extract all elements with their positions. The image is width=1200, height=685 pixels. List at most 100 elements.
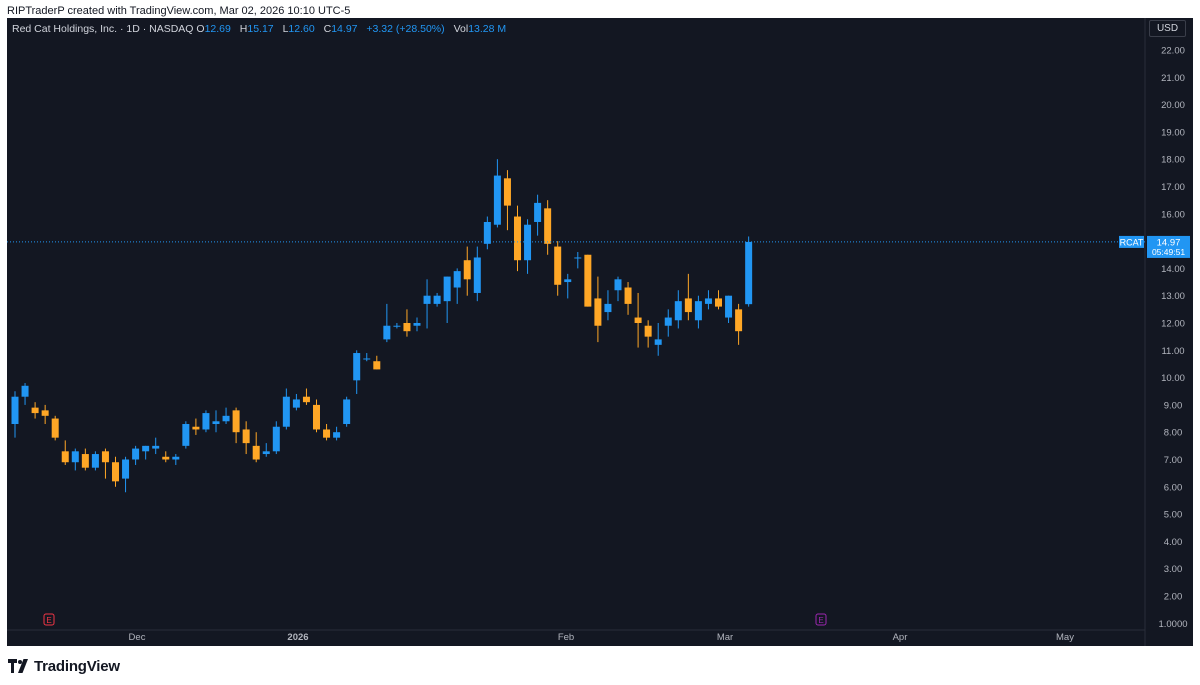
legend-open-value: 12.69 (204, 23, 231, 35)
tradingview-logo-text: TradingView (34, 657, 120, 675)
last-price-label: 14.97 (1157, 237, 1181, 248)
y-tick-label: 9.00 (1164, 400, 1183, 411)
tradingview-logo[interactable]: TradingView (8, 657, 120, 675)
bar-countdown: 05:49:51 (1152, 247, 1185, 257)
y-tick-label: 17.00 (1161, 182, 1185, 193)
last-price-label-bg (1147, 235, 1190, 258)
y-tick-label: 12.00 (1161, 319, 1185, 330)
y-tick-label: 14.00 (1161, 264, 1185, 275)
legend-low-label: L (282, 23, 289, 35)
y-tick-label: 19.00 (1161, 127, 1185, 138)
candle-body (453, 271, 461, 288)
legend-low-value: 12.60 (288, 23, 315, 35)
candle-body (745, 241, 753, 305)
earnings-marker (43, 613, 55, 626)
candle-body (222, 415, 230, 422)
x-tick-label: 2026 (287, 632, 308, 643)
y-tick-label: 2.00 (1164, 592, 1183, 603)
candle-body (152, 445, 160, 449)
candle-body (81, 454, 89, 468)
candle-body (333, 432, 341, 438)
candle-body (51, 418, 59, 438)
x-tick-label: Apr (893, 632, 908, 643)
candle-body (594, 298, 602, 326)
currency-selector[interactable]: USD (1149, 20, 1186, 37)
candle-body (242, 429, 250, 444)
x-tick-label: Feb (558, 632, 574, 643)
candle-body (694, 301, 702, 321)
candle-body (182, 424, 190, 446)
candle-body (302, 396, 310, 403)
x-tick-label: Dec (129, 632, 146, 643)
candle-body (574, 257, 582, 259)
earnings-marker-label: E (46, 616, 51, 625)
y-tick-label: 5.00 (1164, 510, 1183, 521)
y-tick-label: 1.0000 (1158, 619, 1187, 630)
candlestick-chart[interactable]: 22.0021.0020.0019.0018.0017.0016.0015.00… (7, 18, 1193, 646)
y-tick-label: 3.00 (1164, 564, 1183, 575)
candle-body (91, 454, 99, 468)
y-tick-label: 18.00 (1161, 155, 1185, 166)
candle-body (373, 361, 381, 370)
candle-body (212, 421, 220, 425)
candle-body (735, 309, 743, 332)
candle-body (122, 459, 130, 479)
candle-body (11, 396, 19, 425)
candle-body (363, 358, 371, 360)
candle-body (343, 399, 351, 425)
candle-body (41, 410, 49, 416)
y-tick-label: 6.00 (1164, 482, 1183, 493)
candle-body (172, 456, 180, 460)
candle-body (403, 323, 411, 332)
x-tick-label: May (1056, 632, 1074, 643)
candle-body (715, 298, 722, 307)
candle-body (554, 246, 562, 285)
candle-body (252, 445, 260, 460)
candle-body (383, 325, 391, 340)
candle-body (71, 451, 79, 463)
candle-body (704, 298, 712, 304)
legend-high-value: 15.17 (247, 23, 274, 35)
candle-body (292, 399, 300, 408)
candle-body (423, 295, 431, 304)
tradingview-logo-icon (8, 659, 28, 673)
y-tick-label: 10.00 (1161, 373, 1185, 384)
candle-body (483, 221, 491, 244)
candle-body (604, 303, 612, 313)
candle-body (192, 426, 200, 430)
y-tick-label: 8.00 (1164, 428, 1183, 439)
legend-title: Red Cat Holdings, Inc. · 1D · NASDAQ (12, 23, 194, 35)
x-tick-label: Mar (717, 632, 733, 643)
candle-body (443, 276, 451, 302)
y-tick-label: 11.00 (1161, 346, 1184, 357)
candle-body (564, 279, 572, 283)
candle-body (142, 445, 150, 452)
y-tick-label: 21.00 (1161, 73, 1185, 84)
candle-body (31, 407, 39, 414)
candle-body (473, 257, 481, 293)
candle-body (624, 287, 632, 304)
candle-body (614, 279, 622, 291)
candle-body (21, 385, 29, 397)
candle-body (132, 448, 140, 460)
candle-body (725, 295, 733, 318)
candle-body (232, 410, 240, 433)
candle-body (584, 254, 592, 307)
candle-body (101, 451, 109, 463)
candle-body (534, 202, 542, 222)
candle-body (282, 396, 290, 427)
y-tick-label: 16.00 (1161, 209, 1185, 220)
candle-body (162, 456, 170, 460)
candle-body (493, 175, 501, 225)
chart-frame[interactable]: Red Cat Holdings, Inc. · 1D · NASDAQ O12… (7, 18, 1193, 646)
candle-body (202, 413, 210, 430)
candle-body (674, 301, 682, 321)
earnings-marker (815, 613, 827, 626)
y-tick-label: 4.00 (1164, 537, 1183, 548)
candle-body (544, 208, 552, 244)
earnings-marker-label: E (818, 616, 823, 625)
candle-body (684, 298, 692, 313)
legend-close-value: 14.97 (331, 23, 358, 35)
candle-body (433, 295, 441, 304)
legend-close-label: C (323, 23, 332, 35)
